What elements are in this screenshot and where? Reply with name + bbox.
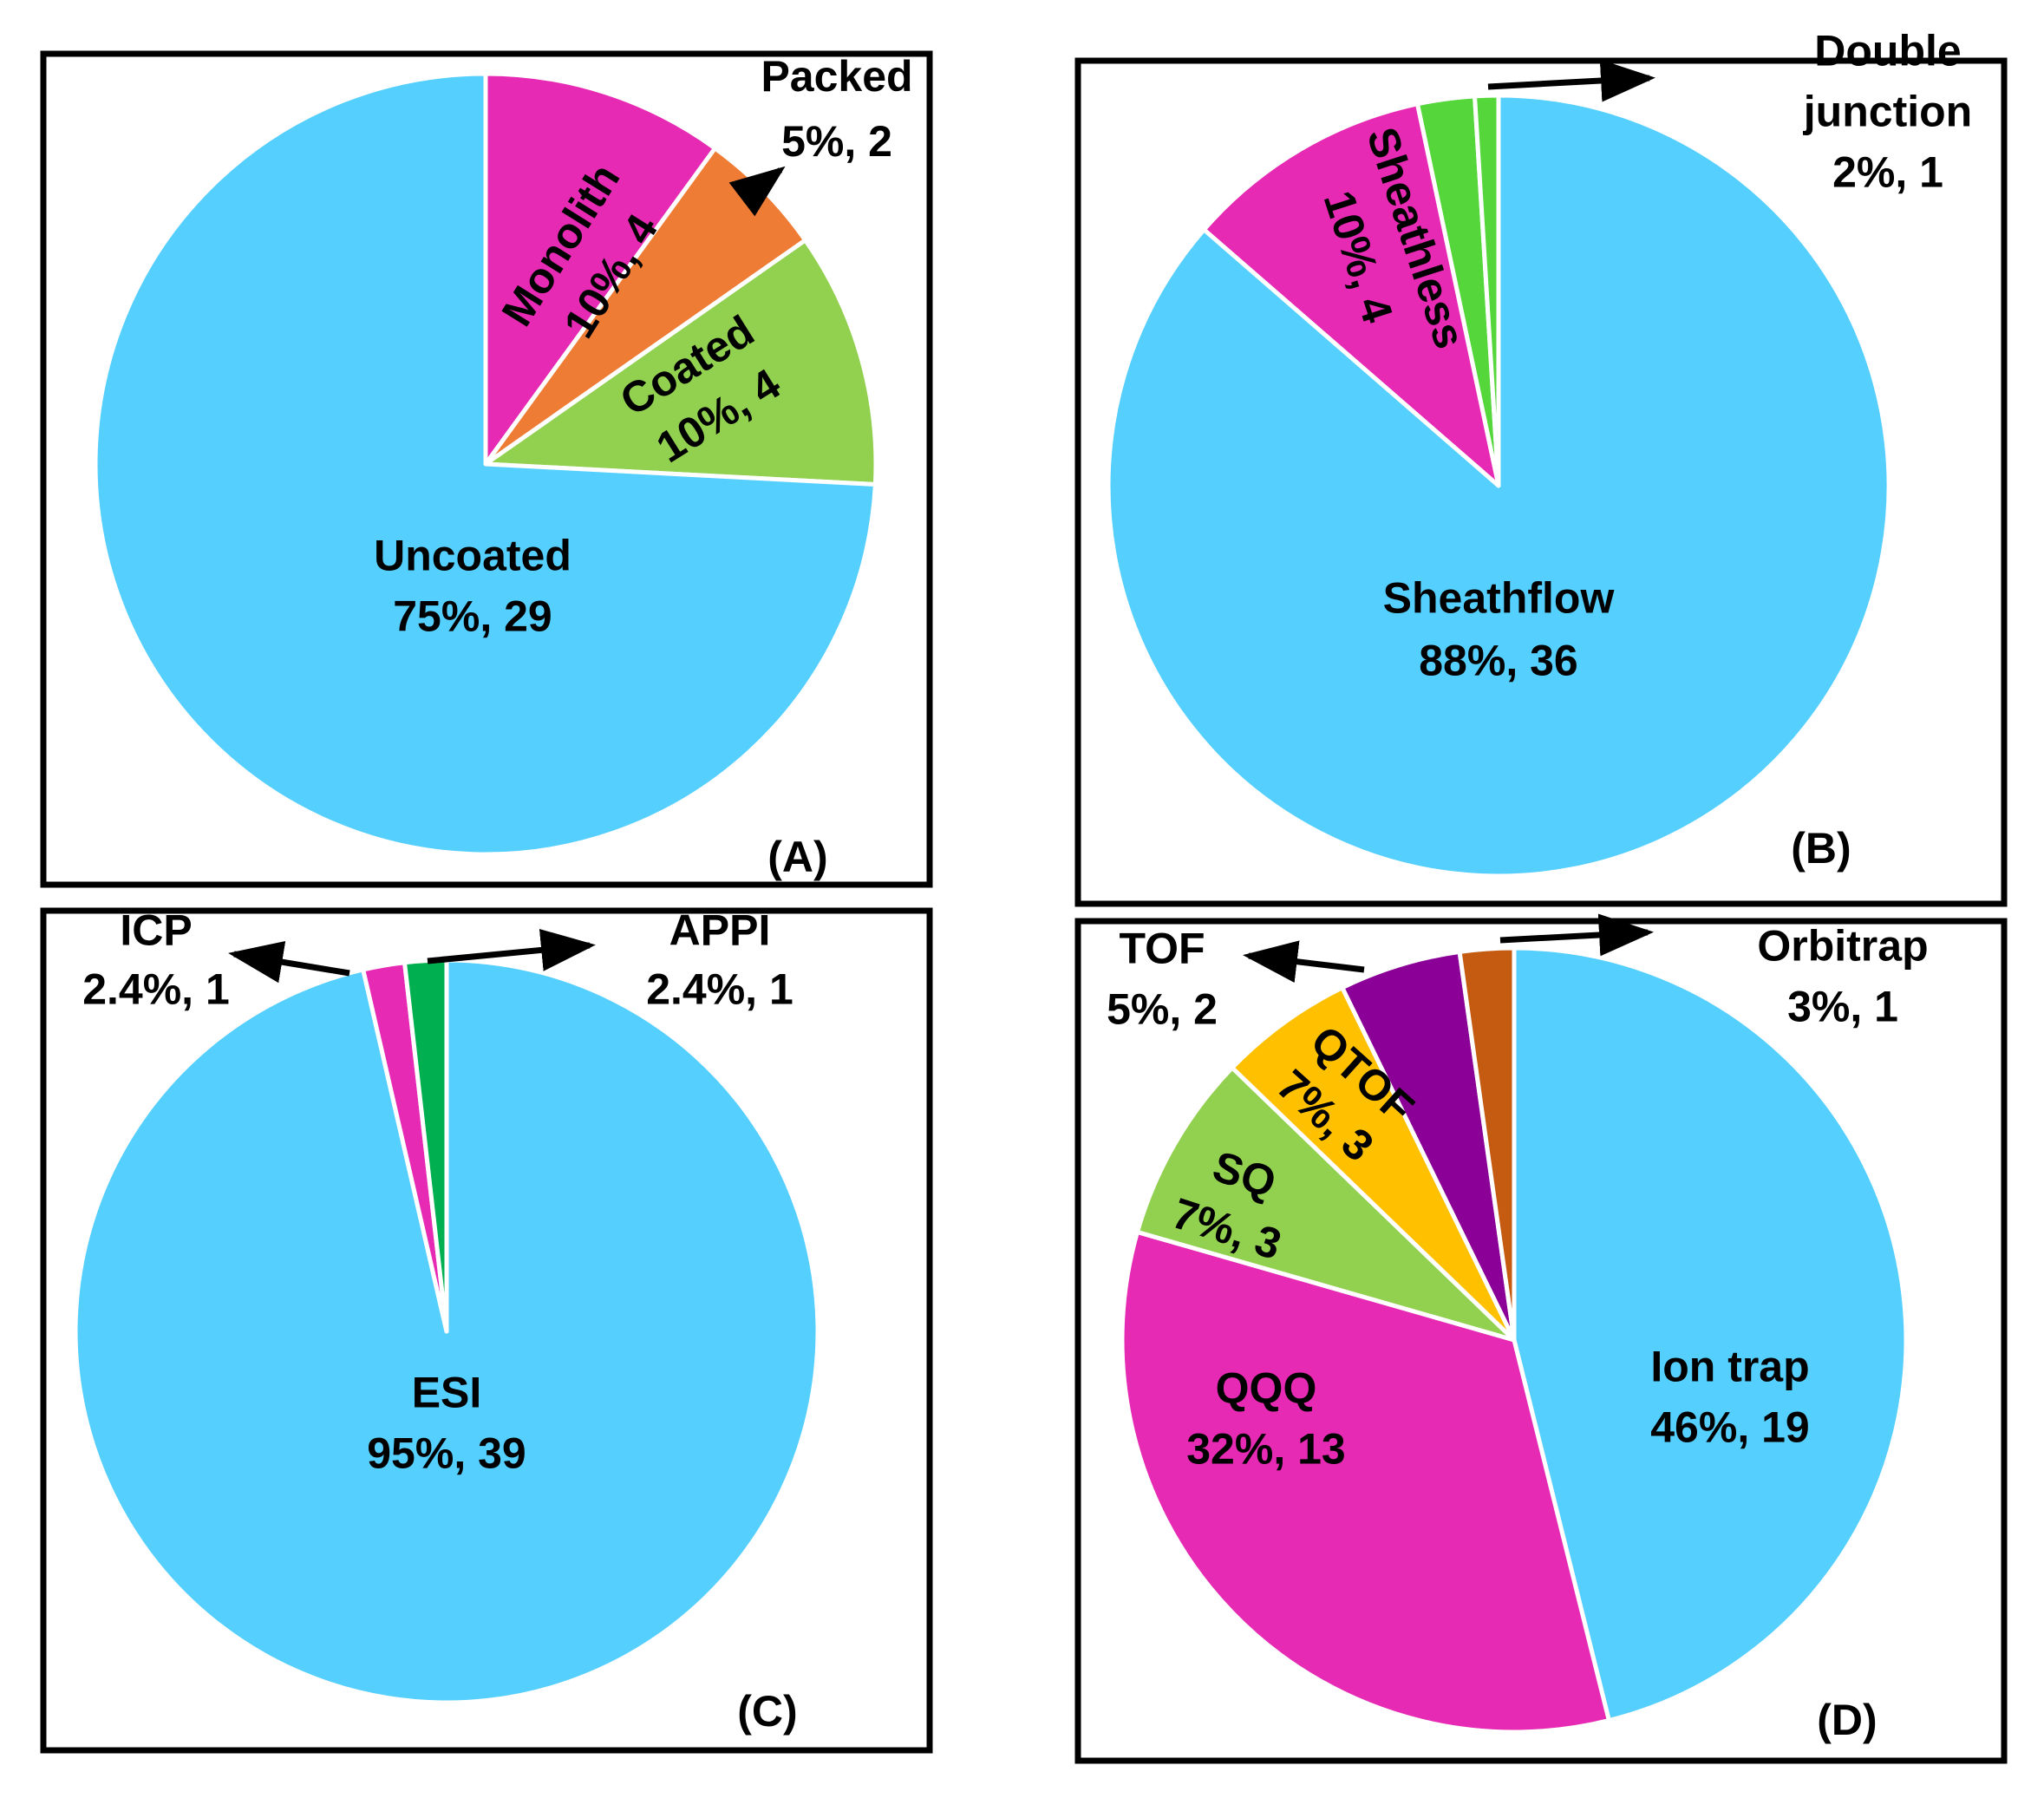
leader-arrow [427,928,596,971]
slice-label-esi: ESI 95%, 39 [367,1369,526,1478]
slice-label-qqq: QQQ 32%, 13 [1186,1364,1345,1474]
slice-label-packed: Packed 5%, 2 [761,52,912,166]
pie-slice-sheathless [1201,101,1501,488]
slice-label-uncoated: Uncoated 75%, 29 [374,532,571,641]
pie-slice-sq [1135,1065,1517,1343]
slice-label-icp: ICP 2.4%, 1 [82,906,230,1014]
pie-slice-uncoated [93,71,878,857]
panel-label: (C) [737,1687,797,1736]
slice-label-ion-trap: Ion trap 46%, 19 [1650,1343,1809,1452]
pie-slice-ion-trap [1512,945,1909,1723]
panel-frame [1074,918,2008,1764]
panel-frame [1074,57,2008,907]
leader-arrow [728,166,786,217]
pie-slice-qqq [1120,1229,1611,1735]
panel-label: (A) [767,833,827,881]
slice-label-appi: APPI 2.4%, 1 [646,906,793,1014]
panel-frame [40,907,933,1754]
leader-arrow [228,940,350,984]
pie-slice-monolith [483,71,717,467]
pie-slice-orbitrap [1457,945,1517,1343]
panel-label: (B) [1791,824,1851,873]
panel-label: (D) [1817,1696,1877,1744]
pie-slice-double-junction-green [1473,93,1501,488]
slice-label-sheathflow: Sheathflow 88%, 36 [1383,574,1615,685]
leader-arrow [1243,940,1365,984]
pie-slice-coated [483,238,878,487]
pie-slice-qtof [1230,985,1517,1343]
leader-arrow [1499,913,1654,957]
leader-arrow [1487,59,1655,102]
slice-label-double-junction: Double junction 2%, 1 [1803,27,1972,197]
slice-label-tof: TOF 5%, 2 [1107,925,1218,1034]
pie-panel-3: ESI 95%, 39 ICP 2.4%, 1 APPI 2.4%, 1 (C) [40,906,933,1754]
panel-frame [40,50,933,888]
slice-label-orbitrap: Orbitrap 3%, 1 [1757,922,1928,1031]
